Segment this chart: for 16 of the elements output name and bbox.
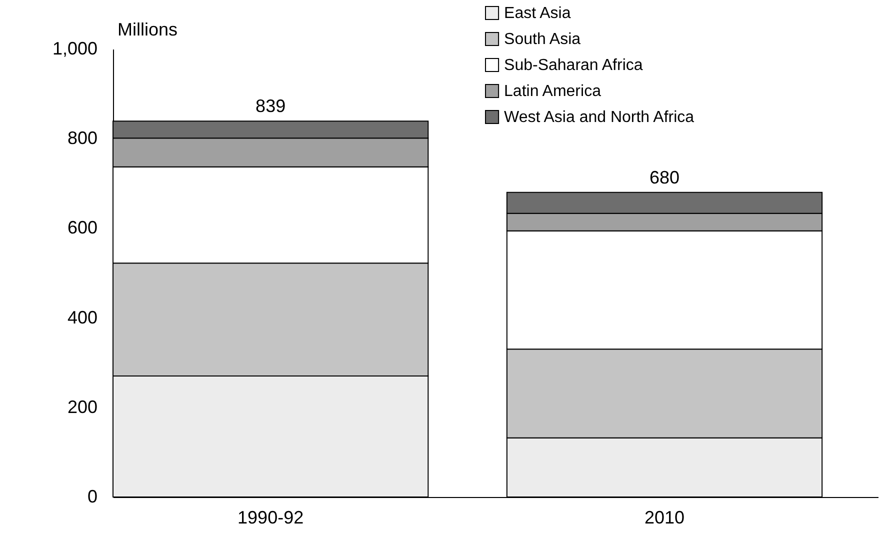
y-tick-label: 1,000	[52, 38, 98, 58]
y-tick-label: 0	[87, 486, 98, 506]
legend-label: Sub-Saharan Africa	[504, 57, 643, 74]
y-tick-label: 600	[67, 218, 98, 238]
y-axis-title: Millions	[118, 20, 178, 40]
total-label: 839	[256, 96, 286, 116]
y-tick-label: 200	[67, 396, 98, 417]
x-tick-label: 1990-92	[238, 508, 304, 528]
x-tick-label: 2010	[644, 508, 685, 528]
total-label: 680	[649, 167, 680, 188]
legend-label: East Asia	[504, 5, 571, 22]
y-tick-label: 800	[67, 128, 98, 148]
legend-label: South Asia	[504, 31, 581, 48]
legend-label: Latin America	[504, 83, 602, 100]
y-tick-label: 400	[67, 307, 98, 328]
legend-label: West Asia and North Africa	[504, 109, 694, 126]
